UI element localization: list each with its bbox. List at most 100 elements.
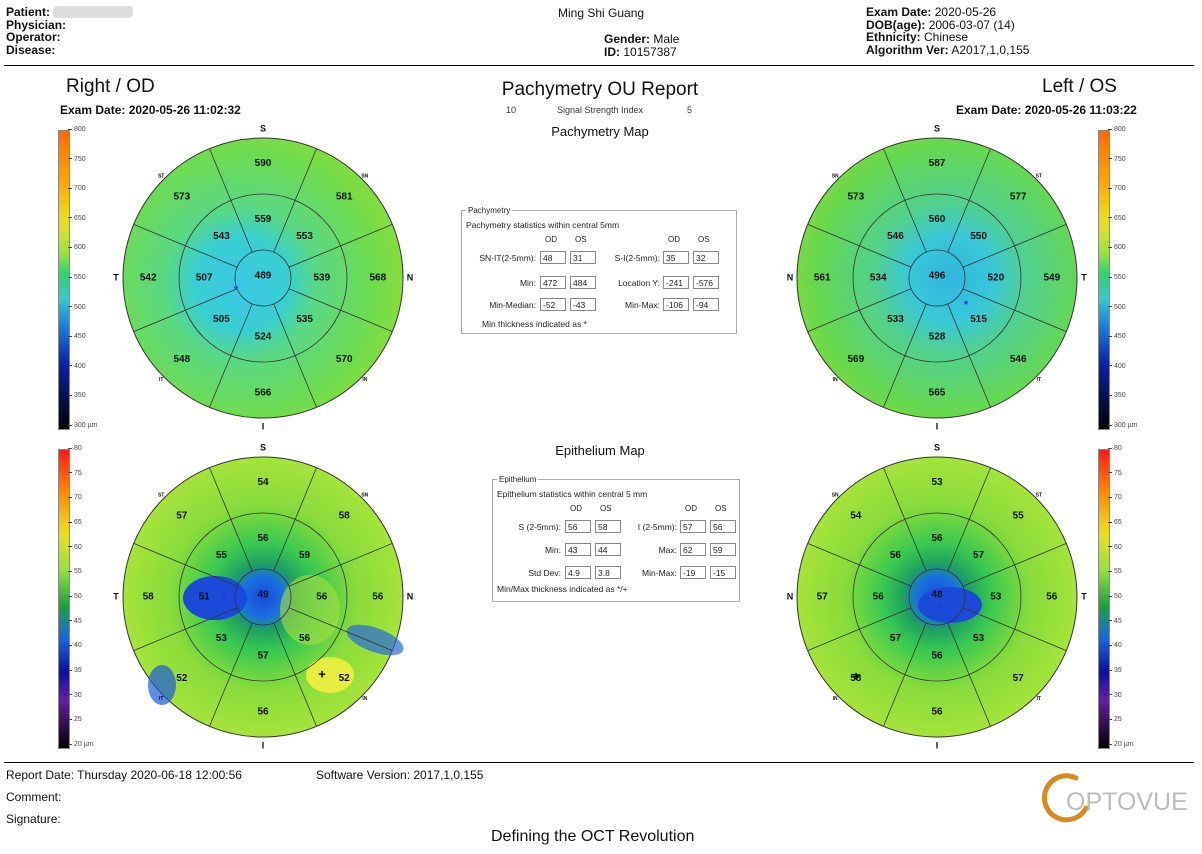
os-epi-sector-line bbox=[962, 543, 1067, 587]
od-pachy-center-value: 489 bbox=[255, 271, 272, 282]
od-pachy-tick: 450 bbox=[68, 333, 86, 340]
algorithm-value: A2017,1,0,155 bbox=[951, 42, 1030, 57]
od-pachy-sector-line bbox=[133, 224, 238, 268]
patient-info-left: Patient: Physician: Operator: Disease: bbox=[6, 6, 134, 56]
od-pachy-tick: 550 bbox=[68, 274, 86, 281]
epi-std-label: Std Dev: bbox=[528, 568, 561, 578]
od-epi-sector-line bbox=[209, 622, 253, 727]
od-pachy-label-i: I bbox=[262, 421, 265, 431]
os-pachy-outer-s-value: 587 bbox=[929, 158, 946, 169]
epi-minmax-od: -19 bbox=[680, 566, 706, 579]
od-pachy-sector-line bbox=[273, 303, 317, 408]
od-pachy-sector-line bbox=[209, 303, 253, 408]
od-pachy-mid-ring bbox=[178, 193, 348, 363]
os-pachy-outer-in-value: 569 bbox=[847, 354, 864, 365]
os-epi-tick: 25 bbox=[1108, 716, 1122, 723]
od-epi-blob bbox=[183, 576, 247, 620]
os-pachy-tick: 750 bbox=[1108, 156, 1126, 163]
od-pachy-sector-line bbox=[209, 148, 253, 253]
epi-od-header-r: OD bbox=[685, 504, 697, 513]
os-epi-sector-line bbox=[883, 622, 927, 727]
od-pachy-outer-n-value: 568 bbox=[369, 273, 386, 284]
od-epi-tick: 45 bbox=[68, 618, 82, 625]
pachy-os-header-r: OS bbox=[698, 235, 710, 244]
gender-value: Male bbox=[653, 32, 680, 46]
pachy-snit-os: 31 bbox=[570, 251, 596, 264]
epi-od-header-l: OD bbox=[570, 504, 582, 513]
optovue-logo-text: OPTOVUE bbox=[1066, 788, 1188, 816]
epithelium-map-title: Epithelium Map bbox=[555, 443, 645, 458]
od-pachy-tick: 500 bbox=[68, 304, 86, 311]
os-pachy-sector-line bbox=[962, 288, 1067, 332]
os-epi-sector-line bbox=[962, 607, 1067, 651]
od-pachy-outer-in-value: 570 bbox=[336, 354, 353, 365]
os-pachy-label-in: IN bbox=[833, 377, 838, 383]
od-pachy-mid-i-value: 524 bbox=[255, 331, 272, 342]
os-pachy-tick: 300 µm bbox=[1108, 422, 1138, 429]
pachymetry-map-title: Pachymetry Map bbox=[551, 124, 649, 139]
os-epi-label-s: S bbox=[934, 442, 940, 452]
od-epi-mid-s-value: 56 bbox=[257, 533, 269, 544]
od-pachy-center-ring bbox=[234, 249, 292, 307]
od-epi-sector-line bbox=[288, 543, 393, 587]
os-pachy-sector-line bbox=[962, 224, 1067, 268]
os-epi-tick: 20 µm bbox=[1108, 741, 1134, 748]
pachy-min-os: 484 bbox=[570, 276, 596, 289]
od-pachy-outer-ring bbox=[122, 137, 404, 419]
os-epi-center-ring bbox=[908, 568, 966, 626]
pachy-si-label: S-I(2-5mm): bbox=[614, 253, 660, 263]
od-epi-sector-line bbox=[209, 467, 253, 572]
os-epi-mid-n-value: 56 bbox=[873, 592, 885, 603]
os-pachy-mid-sn-value: 546 bbox=[887, 231, 904, 242]
epi-min-label: Min: bbox=[544, 545, 561, 555]
dob-label: DOB(age): bbox=[866, 17, 926, 32]
os-epi-outer-st-value: 55 bbox=[1013, 510, 1025, 521]
epi-max-od: 62 bbox=[680, 543, 706, 556]
pachy-minmax-od: -106 bbox=[663, 298, 689, 311]
od-epi-label-i: I bbox=[262, 740, 265, 750]
od-epi-tick: 65 bbox=[68, 519, 82, 526]
dob-value: 2006-03-07 (14) bbox=[928, 17, 1015, 32]
ssi-right-value: 5 bbox=[687, 105, 693, 115]
os-epi-tick: 50 bbox=[1108, 593, 1122, 600]
os-pachy-outer-ring bbox=[796, 137, 1078, 419]
os-pachy-label-sn: SN bbox=[832, 174, 839, 180]
od-pachy-min-marker: * bbox=[234, 284, 239, 296]
os-pachy-tick: 550 bbox=[1108, 274, 1126, 281]
os-epi-tick: 65 bbox=[1108, 519, 1122, 526]
epi-note: Min/Max thickness indicated as */+ bbox=[497, 584, 628, 594]
pachymetry-stats-box: Pachymetry Pachymetry statistics within … bbox=[461, 206, 737, 334]
od-epi-outer-it-value: 52 bbox=[176, 673, 188, 684]
pachy-snit-label: SN-IT(2-5mm): bbox=[479, 253, 536, 263]
pachymetry-stats-desc: Pachymetry statistics within central 5mm bbox=[466, 220, 620, 230]
os-pachy-outer-st-value: 577 bbox=[1010, 191, 1027, 202]
os-epi-max-marker: + bbox=[852, 668, 860, 683]
od-epi-tick: 50 bbox=[68, 593, 82, 600]
os-epi-outer-i-value: 56 bbox=[931, 706, 943, 717]
pachy-si-od: 35 bbox=[663, 251, 689, 264]
od-epi-mid-t-value: 51 bbox=[199, 592, 211, 603]
od-pachy-mid-s-value: 559 bbox=[255, 214, 272, 225]
pachy-si-os: 32 bbox=[693, 251, 719, 264]
patient-name-redacted bbox=[53, 6, 134, 18]
od-pachy-tick: 650 bbox=[68, 215, 86, 222]
os-epi-sector-line bbox=[807, 543, 912, 587]
os-pachy-center-ring bbox=[908, 249, 966, 307]
os-pachy-sector-line bbox=[807, 288, 912, 332]
os-epi-tick: 40 bbox=[1108, 642, 1122, 649]
od-epi-outer-sn-value: 58 bbox=[339, 510, 351, 521]
signature-label: Signature: bbox=[6, 812, 61, 826]
od-pachy-label-it: IT bbox=[159, 377, 163, 383]
od-epi-center-value: 49 bbox=[257, 590, 269, 601]
optovue-logo bbox=[1042, 772, 1092, 823]
epi-i-os: 56 bbox=[710, 520, 736, 533]
software-version: Software Version: 2017,1,0,155 bbox=[316, 768, 484, 782]
epi-os-header-r: OS bbox=[715, 504, 727, 513]
pachy-note: Min thickness indicated as * bbox=[482, 319, 587, 329]
od-pachy-outer-t-value: 542 bbox=[140, 273, 157, 284]
od-epi-tick: 75 bbox=[68, 470, 82, 477]
od-epi-outer-i-value: 56 bbox=[257, 706, 269, 717]
pachy-locy-os: -576 bbox=[693, 276, 719, 289]
epi-min-od: 43 bbox=[565, 543, 591, 556]
